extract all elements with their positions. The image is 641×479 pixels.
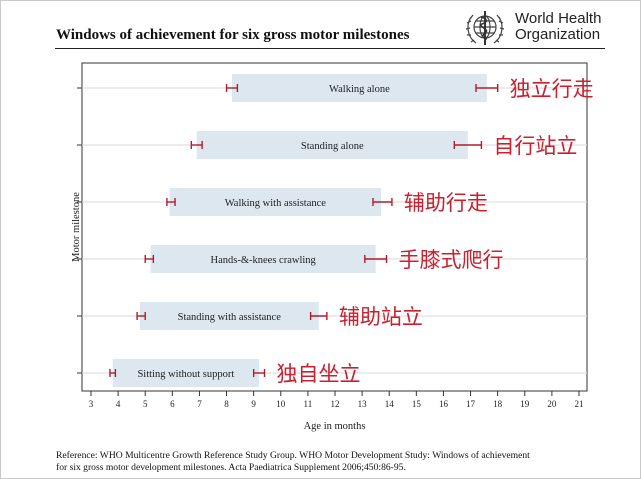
error-bar-end-ci xyxy=(453,141,483,149)
x-tick-label: 5 xyxy=(143,399,148,409)
milestone-bar xyxy=(231,74,487,102)
x-tick-label: 17 xyxy=(466,399,476,409)
reference-note: Reference: WHO Multicentre Growth Refere… xyxy=(56,450,616,474)
chart-title: Windows of achievement for six gross mot… xyxy=(56,27,410,43)
error-bar-end-ci xyxy=(372,198,393,206)
y-axis-label: Motor milestone xyxy=(71,192,82,262)
error-bar-start-ci xyxy=(166,198,176,206)
x-tick-label: 21 xyxy=(575,399,584,409)
x-tick-label: 19 xyxy=(520,399,530,409)
milestone-label: Walking with assistance xyxy=(225,198,327,209)
title-divider xyxy=(55,48,605,49)
reference-line-2: for six gross motor development mileston… xyxy=(56,462,406,473)
error-bar-start-ci xyxy=(144,255,155,263)
who-emblem-icon xyxy=(465,11,505,45)
milestone-bar xyxy=(169,188,382,216)
x-tick-label: 9 xyxy=(251,399,256,409)
error-bar-end-ci xyxy=(475,84,499,92)
x-tick-label: 12 xyxy=(331,399,340,409)
chart-area: Walking alone 独立行走 Standing alone 自行站立 Walki… xyxy=(0,55,641,440)
error-bar-start-ci xyxy=(190,141,203,149)
milestone-label: Standing with assistance xyxy=(178,312,282,323)
x-tick-label: 8 xyxy=(224,399,229,409)
milestone-label: Walking alone xyxy=(329,84,390,95)
milestone-annotation: 辅助站立 xyxy=(339,305,423,329)
who-name-line1: World Health xyxy=(515,10,602,27)
x-tick-label: 7 xyxy=(197,399,202,409)
who-organization-name: World Health Organization xyxy=(515,11,601,43)
milestone-label: Standing alone xyxy=(301,141,364,152)
error-bar-start-ci xyxy=(136,312,146,320)
error-bar-end-ci xyxy=(252,369,266,377)
milestone-annotation: 辅助行走 xyxy=(404,191,488,215)
error-bar-start-ci xyxy=(109,369,117,377)
x-tick-label: 16 xyxy=(439,399,449,409)
milestone-bar xyxy=(150,245,376,273)
x-tick-label: 11 xyxy=(304,399,313,409)
milestone-annotation: 手膝式爬行 xyxy=(399,248,504,272)
x-tick-label: 20 xyxy=(547,399,557,409)
x-tick-label: 18 xyxy=(493,399,503,409)
milestone-annotation: 自行站立 xyxy=(493,134,577,158)
plot-border xyxy=(81,62,588,392)
milestone-annotation: 独自坐立 xyxy=(277,362,361,386)
milestone-bar xyxy=(196,131,468,159)
milestone-chart: Walking alone 独立行走 Standing alone 自行站立 Walki… xyxy=(71,62,594,432)
x-tick-label: 4 xyxy=(116,399,121,409)
error-bar-start-ci xyxy=(225,84,239,92)
reference-line-1: Reference: WHO Multicentre Growth Refere… xyxy=(56,450,530,461)
milestone-label: Hands-&-knees crawling xyxy=(211,255,317,266)
error-bar-end-ci xyxy=(309,312,328,320)
milestone-bar xyxy=(139,302,319,330)
x-tick-label: 13 xyxy=(358,399,368,409)
x-tick-label: 6 xyxy=(170,399,175,409)
milestone-annotation: 独立行走 xyxy=(510,77,594,101)
x-tick-label: 15 xyxy=(412,399,422,409)
who-name-line2: Organization xyxy=(515,26,601,43)
x-tick-label: 10 xyxy=(276,399,286,409)
x-tick-label: 3 xyxy=(89,399,94,409)
milestone-label: Sitting without support xyxy=(137,369,234,380)
x-tick-label: 14 xyxy=(385,399,395,409)
milestone-bar xyxy=(112,359,260,387)
x-axis-label: Age in months xyxy=(304,421,366,432)
error-bar-end-ci xyxy=(364,255,388,263)
